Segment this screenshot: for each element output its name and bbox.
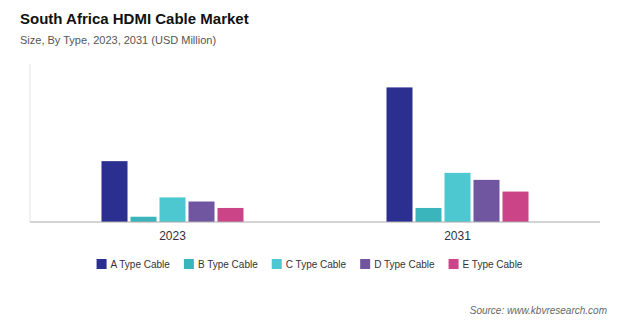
legend-label: A Type Cable <box>111 259 171 270</box>
chart-svg: South Africa HDMI Cable Market Size, By T… <box>0 0 619 322</box>
x-tick-label: 2023 <box>159 229 186 243</box>
bar <box>102 161 128 222</box>
y-range-line <box>30 64 31 222</box>
legend: A Type Cable B Type Cable C Type Cable D Ty… <box>97 259 523 270</box>
x-tick-label: 2031 <box>444 229 471 243</box>
legend-swatch <box>97 259 107 269</box>
bar <box>416 208 442 222</box>
bar <box>131 217 157 222</box>
bar <box>474 180 500 222</box>
legend-label: D Type Cable <box>374 259 435 270</box>
legend-label: C Type Cable <box>286 259 347 270</box>
legend-swatch <box>360 259 370 269</box>
legend-swatch <box>449 259 459 269</box>
legend-label: E Type Cable <box>463 259 523 270</box>
bar <box>160 197 186 222</box>
legend-swatch <box>184 259 194 269</box>
legend-label: B Type Cable <box>198 259 258 270</box>
title: South Africa HDMI Cable Market <box>20 10 249 27</box>
bar <box>445 173 471 222</box>
x-axis-line <box>30 222 600 223</box>
bars <box>102 87 529 222</box>
bar <box>503 192 529 222</box>
chart-container: South Africa HDMI Cable Market Size, By T… <box>0 0 619 322</box>
bar <box>189 202 215 222</box>
bar <box>218 208 244 222</box>
bar <box>387 87 413 222</box>
legend-swatch <box>272 259 282 269</box>
source: Source: www.kbvresearch.com <box>470 305 607 316</box>
subtitle: Size, By Type, 2023, 2031 (USD Million) <box>20 34 216 46</box>
